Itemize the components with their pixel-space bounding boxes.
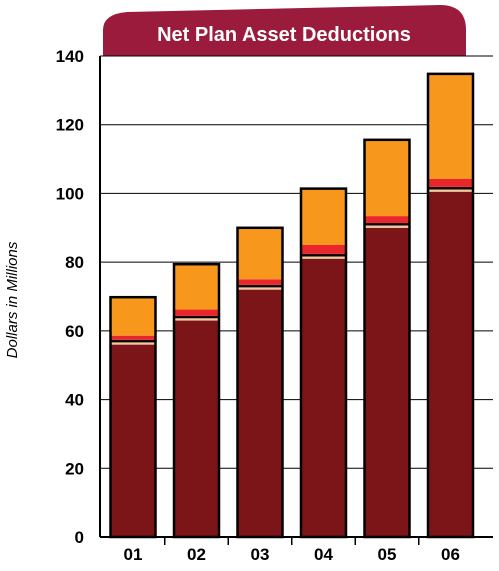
bar-segment-01-0 [110, 344, 156, 537]
bar-segment-06-0 [428, 191, 473, 538]
bar-segment-04-0 [301, 258, 346, 537]
y-axis-title: Dollars in Millions [4, 241, 21, 358]
bar-segment-02-4 [174, 264, 219, 310]
title-banner: Net Plan Asset Deductions [103, 5, 466, 56]
y-tick-label: 0 [75, 528, 84, 547]
y-tick-label: 20 [65, 459, 84, 478]
bars [109, 72, 475, 539]
chart-title: Net Plan Asset Deductions [157, 24, 411, 46]
bar-segment-05-4 [364, 139, 410, 217]
bar-segment-02-2 [174, 315, 219, 318]
x-tick-label-03: 03 [251, 545, 270, 564]
bar-segment-05-0 [364, 227, 410, 538]
bar-segment-06-2 [428, 186, 473, 189]
x-tick-label-06: 06 [441, 545, 460, 564]
bar-segment-03-1 [237, 286, 283, 290]
y-tick-label: 100 [56, 184, 84, 203]
x-tick-label-02: 02 [187, 545, 206, 564]
bar-segment-04-3 [301, 244, 346, 254]
bar-segment-01-3 [110, 335, 156, 340]
y-tick-label: 140 [56, 47, 84, 66]
y-tick-label: 40 [65, 391, 84, 410]
bar-segment-03-2 [237, 284, 283, 287]
y-tick-label: 60 [65, 322, 84, 341]
bar-segment-06-1 [428, 188, 473, 192]
tick-labels: 0 20 40 60 80 100 120 140 01 02 03 04 05 06 [56, 47, 460, 564]
x-tick-label-01: 01 [124, 545, 143, 564]
y-tick-label: 120 [56, 116, 84, 135]
bar-segment-02-1 [174, 317, 219, 321]
x-tick-label-05: 05 [378, 545, 397, 564]
bar-segment-05-3 [364, 216, 410, 223]
bar-segment-05-2 [364, 222, 410, 226]
axes [99, 56, 493, 545]
title-banner-shape [103, 5, 466, 56]
bar-segment-04-2 [301, 253, 346, 256]
bar-segment-01-2 [110, 339, 156, 342]
bar-segment-03-0 [237, 289, 283, 537]
bar-segment-01-4 [110, 297, 156, 336]
bar-segment-06-3 [428, 178, 473, 187]
bar-segment-04-1 [301, 255, 346, 259]
x-tick-label-04: 04 [314, 545, 333, 564]
bar-segment-03-4 [237, 227, 283, 280]
bar-segment-02-3 [174, 309, 219, 316]
bar-segment-04-4 [301, 188, 346, 245]
bar-segment-01-1 [110, 341, 156, 345]
bar-segment-03-3 [237, 279, 283, 285]
bar-segment-05-1 [364, 225, 410, 228]
bar-segment-06-4 [428, 73, 473, 179]
y-tick-label: 80 [65, 253, 84, 272]
bar-segment-02-0 [174, 320, 219, 537]
